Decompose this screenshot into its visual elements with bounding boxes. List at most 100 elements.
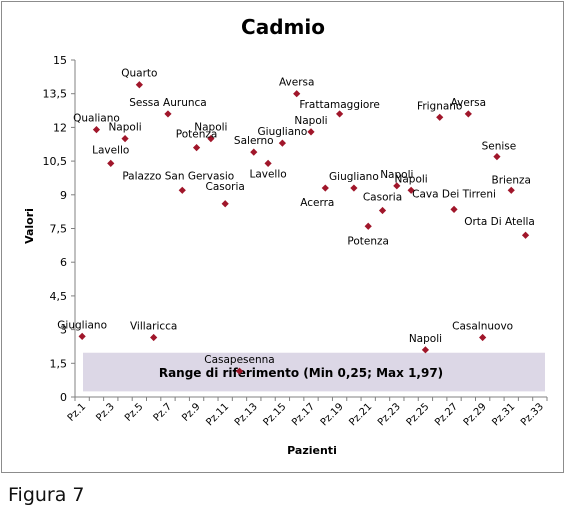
- y-tick-label: 12: [53, 121, 67, 134]
- x-tick-label: Pz.13: [233, 401, 260, 428]
- point-label: Napoli: [380, 169, 413, 181]
- y-tick-label: 1,5: [50, 357, 68, 370]
- data-point: [135, 81, 143, 89]
- x-tick-label: Pz.11: [204, 401, 231, 428]
- point-label: Cava Dei Tirreni: [412, 188, 496, 200]
- data-point: [450, 205, 458, 214]
- reference-range-band: Range di riferimento (Min 0,25; Max 1,97…: [83, 352, 545, 392]
- y-tick-label: 15: [53, 54, 67, 67]
- data-point: [207, 135, 215, 143]
- x-tick-label: Pz.7: [152, 401, 175, 424]
- data-point: [107, 159, 115, 167]
- point-label: Napoli: [294, 115, 327, 127]
- data-point: [221, 200, 229, 208]
- point-label: Giugliano: [329, 171, 379, 183]
- data-point: [350, 184, 358, 192]
- data-point: [378, 206, 387, 215]
- point-label: Aversa: [279, 77, 314, 89]
- reference-range-label: Range di riferimento (Min 0,25; Max 1,97…: [159, 366, 443, 380]
- x-tick-label: Pz.15: [262, 401, 289, 428]
- y-tick-label: 13,5: [43, 88, 68, 101]
- data-point: [78, 332, 86, 340]
- data-point: [235, 367, 244, 375]
- point-label: Frattamaggiore: [299, 99, 380, 111]
- figure-caption: Figura 7: [8, 484, 85, 506]
- point-label: Potenza: [176, 129, 218, 141]
- data-point: [150, 333, 158, 342]
- x-tick-label: Pz.3: [94, 401, 117, 424]
- point-label: Acerra: [300, 197, 334, 209]
- chart-title: Cadmio: [241, 15, 325, 39]
- y-tick-label: 0: [60, 391, 67, 404]
- point-label: Napoli: [194, 122, 227, 134]
- point-label: Sessa Aurunca: [129, 97, 207, 109]
- data-point: [364, 222, 372, 230]
- x-tick-label: Pz.19: [319, 401, 346, 428]
- point-label: Qualiano: [73, 113, 120, 125]
- point-label: Aversa: [451, 97, 486, 109]
- point-label: Salerno: [234, 135, 274, 147]
- point-label: Frignano: [417, 100, 462, 112]
- data-point: [164, 110, 172, 118]
- data-point: [192, 144, 201, 152]
- x-tick-label: Pz.9: [180, 401, 203, 424]
- point-label: Brienza: [491, 174, 531, 186]
- y-axis-ticks: 0 1,5 3 4,5 6 7,5 9 10,5 12 13,5 15: [43, 54, 75, 404]
- y-tick-label: 10,5: [43, 155, 68, 168]
- data-point: [307, 128, 315, 136]
- data-point: [92, 126, 101, 134]
- data-point: [293, 90, 301, 98]
- data-point: [278, 139, 286, 147]
- point-label: Orta Di Atella: [464, 216, 535, 228]
- point-label: Lavello: [249, 168, 286, 180]
- point-label: Casalnuovo: [452, 320, 513, 332]
- data-point: [250, 148, 258, 156]
- point-label: Napoli: [409, 333, 442, 345]
- x-tick-label: Pz.5: [123, 401, 146, 424]
- y-tick-label: 3: [60, 324, 67, 337]
- point-label: Napoli: [108, 122, 141, 134]
- x-tick-label: Pz.29: [462, 401, 489, 428]
- data-point: [507, 186, 515, 194]
- data-point: [393, 182, 401, 190]
- x-tick-label: Pz.21: [347, 401, 374, 428]
- point-label: Palazzo San Gervasio: [122, 170, 234, 182]
- y-tick-label: 9: [60, 189, 67, 202]
- x-tick-label: Pz.25: [405, 401, 432, 428]
- data-point: [264, 159, 272, 167]
- point-label: Lavello: [92, 144, 129, 156]
- data-point: [464, 110, 472, 118]
- x-axis-label: Pazienti: [287, 444, 337, 457]
- scatter-chart: Cadmio Range di riferimento (Min 0,25; M…: [23, 15, 548, 457]
- y-tick-label: 4,5: [50, 290, 68, 303]
- point-label: Senise: [482, 141, 517, 153]
- point-label: Napoli: [395, 173, 428, 185]
- x-tick-label: Pz.27: [433, 401, 460, 428]
- data-point: [121, 135, 129, 143]
- y-tick-label: 7,5: [50, 223, 68, 236]
- y-axis-label: Valori: [23, 208, 36, 244]
- x-tick-label: Pz.17: [290, 401, 317, 428]
- data-point: [421, 346, 430, 354]
- point-labels: Giugliano Qualiano Lavello Napoli Quarto Vill…: [57, 68, 535, 366]
- data-point: [493, 153, 501, 161]
- x-tick-label: Pz.33: [519, 401, 546, 428]
- point-label: Potenza: [347, 235, 389, 247]
- point-label: Casapesenna: [204, 354, 274, 366]
- x-tick-label: Pz.31: [490, 401, 517, 428]
- data-point: [436, 113, 444, 121]
- x-tick-label: Pz.23: [376, 401, 403, 428]
- point-label: Villaricca: [130, 320, 177, 332]
- point-label: Giugliano: [57, 319, 107, 331]
- data-point: [178, 186, 186, 194]
- point-label: Giugliano: [258, 126, 308, 138]
- point-label: Casoria: [363, 192, 402, 204]
- data-point: [407, 186, 415, 194]
- x-axis-ticks: Pz.1 Pz.3 Pz.5 Pz.7 Pz.9 Pz.11 Pz.13 Pz.15 Pz.17…: [66, 397, 548, 428]
- data-point: [336, 110, 344, 118]
- data-points: [78, 81, 530, 375]
- data-point: [479, 333, 487, 342]
- data-point: [521, 231, 530, 239]
- reference-range-rect: [83, 352, 545, 392]
- y-tick-label: 6: [60, 256, 67, 269]
